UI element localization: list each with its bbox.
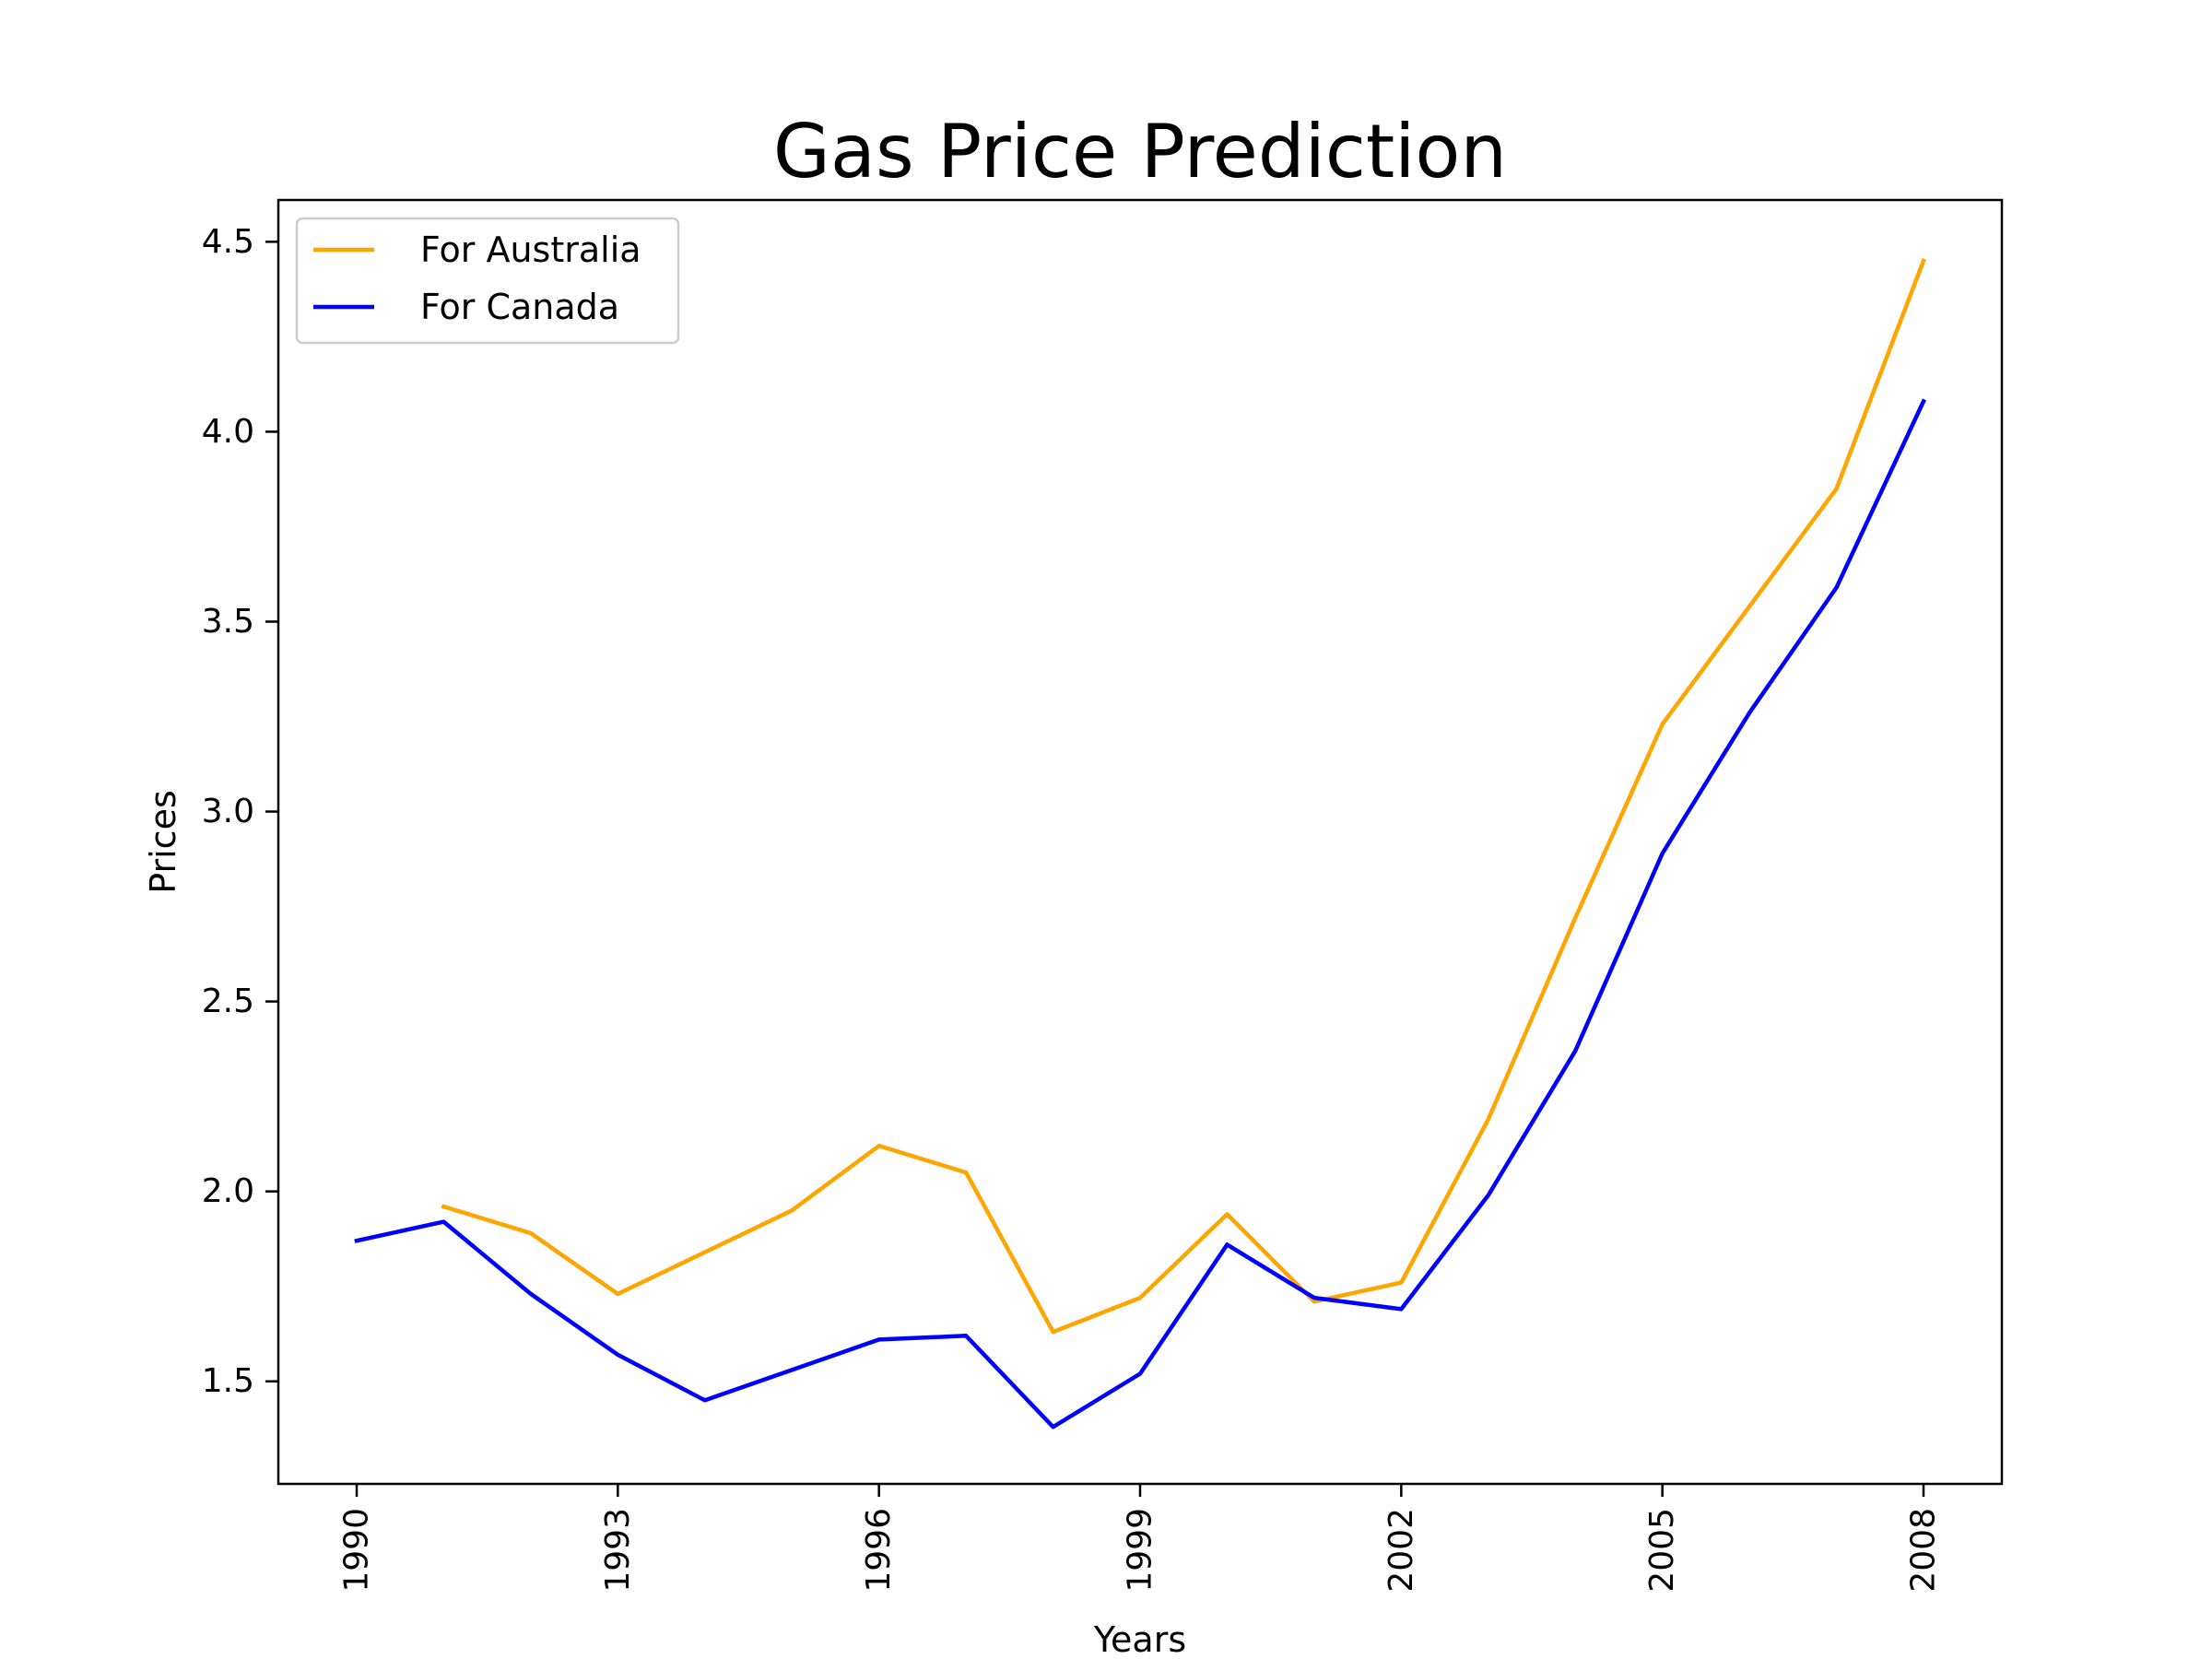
x-axis-label: Years: [1093, 1619, 1186, 1659]
y-tick-label: 3.5: [202, 603, 254, 641]
series-line-for-australia: [441, 257, 1926, 1335]
legend: For Australia For Canada: [295, 217, 680, 345]
y-tick-label: 3.0: [202, 793, 254, 830]
x-tick-label: 1996: [860, 1508, 898, 1593]
x-tick-label: 2005: [1643, 1508, 1681, 1593]
y-axis-label: Prices: [143, 790, 183, 894]
legend-label: For Australia: [420, 229, 641, 270]
y-tick-label: 2.0: [202, 1172, 254, 1210]
series-line-for-canada: [354, 398, 1926, 1430]
x-tick-label: 2008: [1905, 1508, 1943, 1593]
chart-title: Gas Price Prediction: [773, 109, 1507, 194]
x-tick-label: 1999: [1122, 1508, 1159, 1593]
y-tick-label: 1.5: [202, 1362, 254, 1400]
y-tick-label: 4.5: [202, 223, 254, 261]
x-tick-label: 2002: [1382, 1508, 1420, 1593]
x-tick-label: 1993: [599, 1508, 637, 1593]
y-tick-label: 2.5: [202, 982, 254, 1020]
x-tick-label: 1990: [338, 1508, 376, 1593]
y-axis: 1.5 2.0 2.5 3.0 3.5 4.0 4.5: [202, 223, 278, 1400]
x-axis: 1990 1993 1996 1999 2002 2005 2008: [338, 1484, 1943, 1593]
legend-label: For Canada: [420, 287, 619, 327]
plot-area-frame: [276, 198, 2004, 1486]
legend-box: [295, 217, 680, 345]
y-tick-label: 4.0: [202, 413, 254, 451]
